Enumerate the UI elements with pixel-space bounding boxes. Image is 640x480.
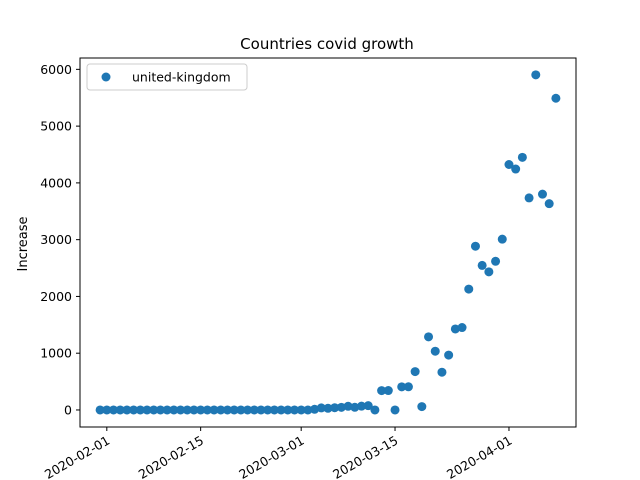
data-point	[437, 367, 447, 377]
data-point	[551, 93, 561, 103]
data-point	[109, 405, 119, 415]
data-point	[316, 403, 326, 413]
data-point	[477, 260, 487, 270]
data-point	[142, 405, 152, 415]
data-point	[283, 405, 293, 415]
data-point	[256, 405, 266, 415]
data-point	[129, 405, 139, 415]
data-point	[162, 405, 172, 415]
data-point	[243, 405, 253, 415]
data-point	[444, 350, 454, 360]
data-point	[102, 405, 112, 415]
y-tick-label: 5000	[40, 119, 72, 134]
plot-area-frame	[79, 57, 577, 428]
data-point	[95, 405, 105, 415]
data-point	[296, 405, 306, 415]
data-point	[430, 346, 440, 356]
data-point	[149, 405, 159, 415]
data-point	[470, 241, 480, 251]
data-point	[350, 402, 360, 412]
data-point	[383, 386, 393, 396]
data-point	[450, 324, 460, 334]
data-point	[417, 402, 427, 412]
data-point	[457, 323, 467, 333]
data-point	[229, 405, 239, 415]
data-point	[303, 405, 313, 415]
legend-box	[86, 63, 248, 91]
y-axis-ticks: 0 1000 2000 3000 4000 5000 6000	[40, 62, 80, 417]
data-point	[397, 382, 407, 392]
data-point	[269, 405, 279, 415]
data-point	[504, 159, 514, 169]
data-point	[544, 199, 554, 209]
data-point	[484, 267, 494, 277]
data-point	[517, 152, 527, 162]
data-point	[289, 405, 299, 415]
data-point	[524, 193, 534, 203]
data-point	[310, 404, 320, 414]
data-point	[377, 386, 387, 396]
data-point	[464, 284, 474, 294]
data-point	[236, 405, 246, 415]
data-point	[209, 405, 219, 415]
data-point	[115, 405, 125, 415]
data-point	[202, 405, 212, 415]
data-points	[95, 70, 561, 415]
data-point	[390, 405, 400, 415]
data-point	[497, 234, 507, 244]
data-point	[357, 401, 367, 411]
data-point	[169, 405, 179, 415]
data-point	[189, 405, 199, 415]
data-point	[216, 405, 226, 415]
chart-title: Countries covid growth	[240, 35, 414, 53]
data-point	[249, 405, 259, 415]
data-point	[323, 403, 333, 413]
y-tick-label: 6000	[40, 62, 72, 77]
data-point	[511, 164, 521, 174]
data-point	[155, 405, 165, 415]
data-point	[491, 256, 501, 266]
data-point	[135, 405, 145, 415]
data-point	[343, 401, 353, 411]
data-point	[403, 382, 413, 392]
data-point	[537, 189, 547, 199]
data-point	[276, 405, 286, 415]
data-point	[182, 405, 192, 415]
y-tick-label: 1000	[40, 346, 72, 361]
y-tick-label: 2000	[40, 289, 72, 304]
data-point	[363, 401, 373, 411]
legend-marker	[101, 72, 111, 82]
data-point	[370, 405, 380, 415]
data-point	[196, 405, 206, 415]
data-point	[531, 70, 541, 80]
data-point	[410, 367, 420, 377]
data-point	[330, 403, 340, 413]
data-point	[263, 405, 273, 415]
y-axis-label: Increase	[16, 216, 31, 271]
legend-label: united-kingdom	[132, 70, 231, 85]
y-tick-label: 0	[64, 402, 72, 417]
y-tick-label: 3000	[40, 232, 72, 247]
data-point	[336, 402, 346, 412]
data-point	[176, 405, 186, 415]
data-point	[222, 405, 232, 415]
data-point	[424, 332, 434, 342]
legend: united-kingdom	[86, 63, 248, 91]
y-tick-label: 4000	[40, 175, 72, 190]
data-point	[122, 405, 132, 415]
